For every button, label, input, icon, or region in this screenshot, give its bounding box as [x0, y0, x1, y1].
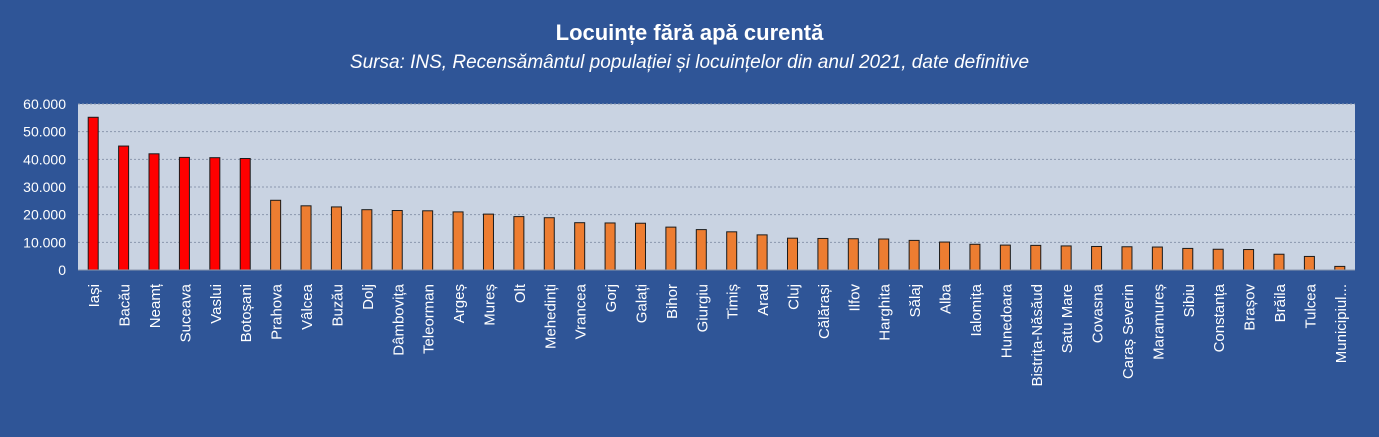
x-tick-label: Teleorman [421, 284, 438, 354]
x-tick-label: Prahova [269, 283, 286, 340]
x-tick-label: Neamț [147, 283, 164, 328]
x-tick-label: Mehedinți [542, 284, 559, 349]
bar [1151, 246, 1163, 271]
bar [574, 222, 586, 271]
x-tick-label: Bacău [117, 284, 134, 327]
x-tick-label: Vaslui [208, 284, 225, 324]
bar [817, 237, 829, 271]
chart-title: Locuințe fără apă curentă [555, 20, 824, 45]
bar [726, 231, 738, 271]
x-tick-label: Maramureș [1150, 284, 1167, 360]
bar [756, 234, 768, 271]
bar [1212, 248, 1224, 271]
y-tick-label: 0 [58, 262, 66, 278]
y-tick-label: 10.000 [23, 234, 66, 250]
x-tick-label: Suceava [177, 283, 194, 342]
bar [847, 238, 859, 271]
bar [1060, 245, 1072, 271]
bar [513, 216, 525, 271]
y-tick-label: 50.000 [23, 124, 66, 140]
x-tick-label: Bihor [664, 284, 681, 319]
bar [1303, 255, 1315, 271]
x-tick-label: Dolj [360, 284, 377, 310]
chart-subtitle: Sursa: INS, Recensământul populației și … [349, 52, 1030, 73]
x-tick-label: Mureș [481, 284, 498, 326]
bar [422, 210, 434, 271]
x-tick-label: Tulcea [1302, 283, 1319, 328]
bar [1182, 247, 1194, 271]
bar [361, 209, 373, 271]
x-tick-label: Covasna [1090, 283, 1107, 343]
bar [482, 213, 494, 271]
x-tick-label: Galați [633, 284, 650, 323]
bar [118, 145, 130, 271]
bar [634, 222, 646, 271]
y-tick-label: 60.000 [23, 96, 66, 112]
x-tick-label: Municipiul... [1333, 284, 1350, 363]
bar [178, 156, 190, 271]
bar [604, 222, 616, 271]
bar [1121, 246, 1133, 271]
x-tick-label: Buzău [329, 284, 346, 327]
x-tick-label: Iași [86, 284, 103, 307]
bar [300, 205, 312, 271]
bar [270, 199, 282, 271]
x-tick-label: Gorj [603, 284, 620, 312]
x-tick-label: Vâlcea [299, 283, 316, 330]
x-tick-label: Ilfov [846, 284, 863, 312]
x-tick-label: Giurgiu [694, 284, 711, 332]
x-tick-label: Constanța [1211, 283, 1228, 352]
x-tick-label: Sălaj [907, 284, 924, 317]
bar [999, 244, 1011, 271]
x-tick-label: Brăila [1272, 283, 1289, 322]
bar [908, 239, 920, 271]
x-tick-label: Harghita [877, 283, 894, 340]
bar [969, 243, 981, 271]
y-tick-label: 20.000 [23, 207, 66, 223]
y-tick-label: 40.000 [23, 151, 66, 167]
x-tick-label: Argeș [451, 284, 468, 323]
bar [1273, 253, 1285, 271]
x-tick-label: Vrancea [573, 283, 590, 339]
x-tick-label: Timiș [725, 284, 742, 319]
bar [330, 206, 342, 271]
bar [665, 226, 677, 271]
x-tick-label: Bistrița-Năsăud [1029, 284, 1046, 387]
bar [87, 116, 99, 271]
bar [148, 153, 160, 271]
x-tick-label: Dâmbovița [390, 283, 407, 355]
bar [1091, 245, 1103, 271]
bar [695, 229, 707, 271]
bar [1243, 249, 1255, 271]
x-tick-label: Ialomița [968, 283, 985, 336]
bar [452, 211, 464, 271]
x-tick-label: Caraș Severin [1120, 284, 1137, 379]
bar [787, 237, 799, 271]
x-tick-label: Cluj [786, 284, 803, 310]
bar [391, 210, 403, 271]
x-tick-label: Botoșani [238, 284, 255, 342]
x-tick-label: Brașov [1242, 284, 1259, 331]
bar [209, 157, 221, 271]
x-tick-label: Olt [512, 283, 529, 303]
bar [1030, 244, 1042, 271]
bar [543, 217, 555, 271]
x-tick-label: Alba [938, 283, 955, 314]
x-tick-label: Călărași [816, 284, 833, 339]
x-tick-label: Hunedoara [998, 283, 1015, 358]
x-tick-label: Satu Mare [1059, 284, 1076, 353]
x-tick-label: Arad [755, 284, 772, 316]
bar [1334, 265, 1346, 271]
bar [878, 238, 890, 271]
bar [239, 158, 251, 271]
y-tick-label: 30.000 [23, 179, 66, 195]
bar [939, 241, 951, 271]
x-tick-label: Sibiu [1181, 284, 1198, 317]
